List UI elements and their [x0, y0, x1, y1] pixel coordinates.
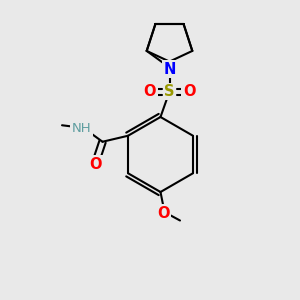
Text: N: N [163, 61, 176, 76]
Text: O: O [144, 84, 156, 99]
Text: NH: NH [72, 122, 91, 135]
Text: O: O [157, 206, 170, 220]
Text: O: O [89, 157, 101, 172]
Text: O: O [183, 84, 195, 99]
Text: S: S [164, 84, 175, 99]
